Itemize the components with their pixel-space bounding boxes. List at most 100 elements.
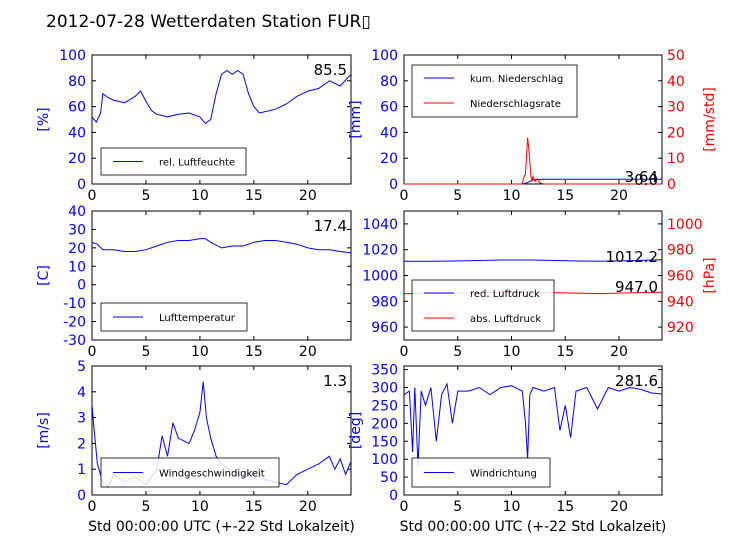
y-axis-label: [mm] — [348, 100, 364, 138]
x-tick-label: 5 — [141, 344, 150, 360]
series-line-1 — [404, 259, 663, 262]
y-tick-label: 1000 — [362, 269, 398, 285]
y-tick-label-right: 920 — [667, 320, 694, 336]
y-tick-label: 0 — [389, 488, 398, 504]
y-tick-label: 4 — [77, 385, 86, 401]
last-value-label: 3.64 — [625, 168, 658, 186]
x-tick-label: 0 — [400, 344, 409, 360]
legend-label: Lufttemperatur — [159, 313, 236, 324]
x-tick-label: 20 — [299, 344, 317, 360]
y-tick-label-right: 10 — [667, 151, 685, 167]
y-tick-label: 5 — [77, 359, 86, 375]
last-value-label: 281.6 — [615, 372, 658, 390]
y-tick-label-right: 20 — [667, 125, 685, 141]
panel-temperature: 0 5 10 15 20 -30 -20 -10 0 10 20 30 40 [C] 17.4 Lufttem… — [36, 204, 352, 360]
x-tick-label: 5 — [453, 188, 462, 204]
y-tick-label: 30 — [68, 222, 86, 238]
plot-frame — [403, 54, 663, 185]
legend-box — [411, 64, 578, 118]
y-tick-label: 20 — [68, 151, 86, 167]
series-line-1 — [91, 69, 352, 125]
y-axis-label-right: [mm/std] — [702, 87, 718, 152]
plot-frame — [91, 210, 352, 341]
legend-label: kum. Niederschlag — [470, 74, 563, 85]
panel-precipitation: 0 5 10 15 20 0 20 40 60 80 100 0 10 20 30 40 50 [mm] [mm/s… — [348, 48, 718, 204]
series-line-1 — [404, 178, 662, 185]
legend-label: red. Luftdruck — [470, 289, 540, 300]
last-value-label-2: 0.0 — [634, 171, 658, 189]
x-tick-label: 20 — [610, 344, 628, 360]
y-tick-label: -30 — [63, 333, 86, 349]
plot-frame — [91, 54, 352, 185]
y-tick-label-right: 960 — [667, 269, 694, 285]
y-tick-label: 350 — [371, 363, 398, 379]
y-tick-label: 1 — [77, 462, 86, 478]
y-tick-label: 80 — [68, 74, 86, 90]
y-tick-label: 1040 — [362, 217, 398, 233]
x-tick-label: 5 — [453, 499, 462, 515]
series-line-2 — [404, 137, 662, 185]
y-tick-label-right: 940 — [667, 294, 694, 310]
plot-frame — [91, 365, 352, 496]
x-tick-label: 10 — [503, 344, 521, 360]
x-tick-label: 10 — [503, 499, 521, 515]
y-tick-label: 0 — [77, 488, 86, 504]
legend-box — [411, 279, 555, 332]
x-tick-label: 20 — [299, 188, 317, 204]
x-tick-label: 15 — [556, 188, 574, 204]
y-tick-label: 100 — [371, 48, 398, 64]
x-tick-label: 5 — [453, 344, 462, 360]
x-tick-label: 10 — [191, 188, 209, 204]
last-value-label: 85.5 — [314, 61, 347, 79]
legend-label: Niederschlagsrate — [470, 99, 561, 110]
y-tick-label: 10 — [68, 259, 86, 275]
y-axis-label-right: [hPa] — [702, 257, 718, 293]
y-tick-label: 60 — [68, 100, 86, 116]
series-line-1 — [403, 382, 663, 467]
x-tick-label: 15 — [556, 344, 574, 360]
x-tick-label: 20 — [610, 499, 628, 515]
y-axis-label: [%] — [36, 107, 52, 131]
y-axis-label: [deg] — [348, 412, 364, 449]
x-tick-label: 20 — [299, 499, 317, 515]
y-tick-label: 150 — [371, 434, 398, 450]
y-tick-label: 50 — [380, 470, 398, 486]
x-tick-label: 10 — [503, 188, 521, 204]
legend-label: rel. Luftfeuchte — [159, 158, 235, 169]
x-tick-label: 0 — [88, 499, 97, 515]
y-tick-label: 40 — [68, 204, 86, 220]
y-tick-label: 0 — [77, 278, 86, 294]
x-tick-label: 15 — [556, 499, 574, 515]
y-tick-label-right: 1000 — [667, 217, 703, 233]
last-value-label: 1.3 — [323, 372, 347, 390]
y-tick-label: 20 — [380, 151, 398, 167]
y-tick-label: 3 — [77, 411, 86, 427]
y-tick-label: 0 — [389, 177, 398, 193]
x-tick-label: 0 — [88, 188, 97, 204]
y-tick-label: 0 — [77, 177, 86, 193]
x-tick-label: 0 — [400, 188, 409, 204]
y-tick-label-right: 40 — [667, 74, 685, 90]
y-tick-label-right: 50 — [667, 48, 685, 64]
y-tick-label-right: 30 — [667, 100, 685, 116]
panel-pressure: 0 5 10 15 20 960 980 1000 1020 1040 920 940 960 980 10… — [362, 210, 718, 360]
x-tick-label: 0 — [88, 344, 97, 360]
x-tick-label: 5 — [141, 188, 150, 204]
legend-label: abs. Luftdruck — [470, 314, 541, 325]
legend-label: Windrichtung — [470, 469, 537, 480]
y-tick-label-right: 980 — [667, 243, 694, 259]
panel-wind-speed: 0 5 10 15 20 0 1 2 3 4 5 [m/s] Std 00:00:00 UTC (+-2… — [36, 359, 355, 535]
x-tick-label: 0 — [400, 499, 409, 515]
y-tick-label: 2 — [77, 436, 86, 452]
y-tick-label-right: 0 — [667, 177, 676, 193]
figure-title: 2012-07-28 Wetterdaten Station FUR▯ — [46, 12, 371, 32]
y-tick-label: 60 — [380, 100, 398, 116]
y-axis-label: [C] — [36, 265, 52, 286]
y-tick-label: -20 — [63, 315, 86, 331]
y-tick-label: 960 — [371, 320, 398, 336]
y-tick-label: 300 — [371, 381, 398, 397]
y-tick-label: 40 — [380, 125, 398, 141]
y-tick-label: 200 — [371, 416, 398, 432]
